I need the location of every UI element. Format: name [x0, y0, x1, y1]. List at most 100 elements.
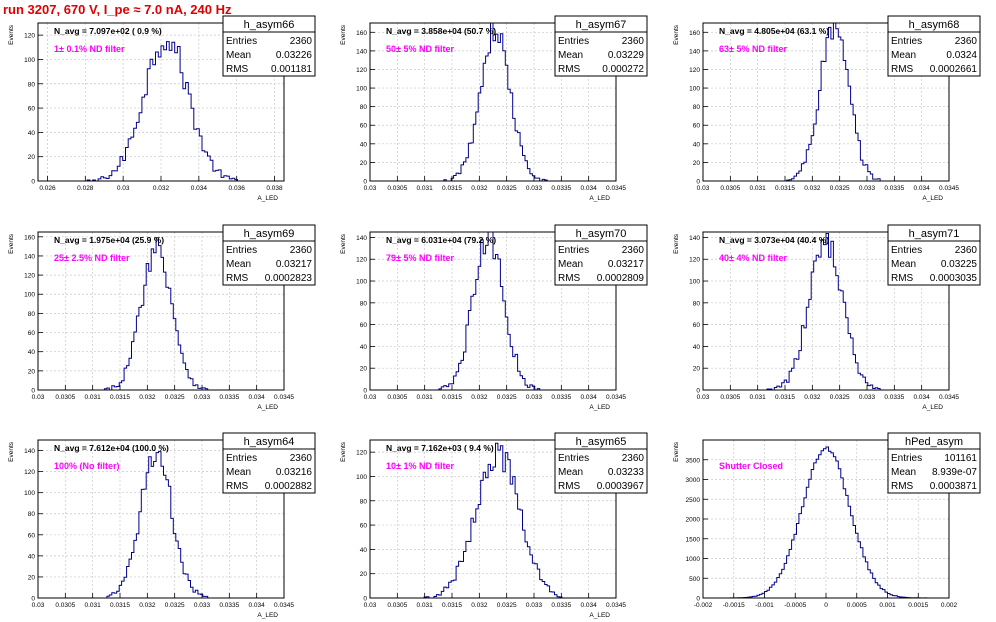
y-axis-title: Events — [340, 441, 347, 462]
y-tick-label: 3000 — [686, 477, 701, 484]
y-tick-label: 100 — [24, 57, 35, 64]
stats-label: Entries — [891, 245, 922, 256]
x-tick-label: 0.033 — [526, 394, 543, 401]
x-tick-label: 0.033 — [194, 602, 211, 609]
stats-box — [887, 224, 981, 286]
stats-label: RMS — [558, 273, 581, 284]
x-tick-label: 0.028 — [77, 185, 94, 192]
y-tick-label: 40 — [28, 130, 36, 137]
stats-label: Entries — [558, 453, 589, 464]
x-tick-label: 0.0315 — [110, 394, 130, 401]
y-tick-label: 60 — [360, 322, 368, 329]
x-tick-label: 0.034 — [581, 394, 598, 401]
x-tick-label: 0.032 — [804, 394, 821, 401]
stats-hist-name: hPed_asym — [905, 436, 963, 448]
y-tick-label: 40 — [360, 344, 368, 351]
histogram-panel-hPed_asym: -0.002 -0.0015 -0.001 -0.0005 0 0.0005 0.001 0.… — [673, 432, 981, 609]
stats-value: 0.0003871 — [930, 481, 978, 492]
stats-value: 0.03216 — [276, 467, 313, 478]
y-tick-label: 60 — [360, 523, 368, 530]
x-tick-label: 0.0345 — [606, 394, 626, 401]
x-tick-label: 0.034 — [191, 185, 208, 192]
x-tick-label: 0.0315 — [110, 602, 130, 609]
plot-frame — [37, 231, 285, 391]
x-tick-label: 0.03 — [32, 602, 45, 609]
stats-hist-name: h_asym66 — [244, 19, 295, 31]
x-tick-label: 0.034 — [914, 185, 931, 192]
stats-label: RMS — [891, 273, 914, 284]
y-tick-label: 140 — [689, 48, 700, 55]
y-tick-label: 80 — [28, 511, 36, 518]
navg-annotation: N_avg = 7.162e+03 ( 9.4 %) — [386, 443, 494, 453]
stats-box — [222, 15, 316, 77]
y-tick-label: 40 — [693, 141, 701, 148]
x-tick-label: 0.0335 — [884, 185, 904, 192]
x-axis-title: A_LED — [589, 195, 610, 202]
y-tick-label: 60 — [693, 123, 701, 130]
y-tick-label: 0 — [31, 179, 35, 186]
x-axis-title: A_LED — [257, 404, 278, 411]
y-tick-label: 80 — [693, 300, 701, 307]
y-tick-label: 40 — [693, 344, 701, 351]
stats-hist-name: h_asym64 — [244, 436, 295, 448]
y-axis-title: Events — [340, 233, 347, 254]
y-tick-label: 100 — [689, 86, 700, 93]
x-axis-title: A_LED — [922, 404, 943, 411]
y-tick-label: 100 — [24, 292, 35, 299]
stats-box — [554, 432, 648, 494]
stats-hist-name: h_asym68 — [909, 19, 960, 31]
y-tick-label: 2500 — [686, 497, 701, 504]
y-tick-label: 120 — [24, 33, 35, 40]
x-tick-label: 0.03 — [364, 394, 377, 401]
y-tick-label: 20 — [693, 160, 701, 167]
stats-value: 0.001181 — [271, 64, 312, 75]
stats-value: 101161 — [944, 453, 977, 464]
stats-value: 0.0002661 — [930, 64, 978, 75]
stats-box — [887, 15, 981, 77]
x-tick-label: 0.032 — [804, 185, 821, 192]
stats-hist-name: h_asym69 — [244, 228, 295, 240]
stats-value: 8.939e-07 — [932, 467, 977, 478]
stats-label: Mean — [558, 259, 583, 270]
y-tick-label: 80 — [360, 104, 368, 111]
x-tick-label: 0.03 — [117, 185, 130, 192]
stats-value: 0.0002809 — [597, 273, 645, 284]
x-tick-label: 0.034 — [249, 394, 266, 401]
y-tick-label: 500 — [689, 576, 700, 583]
x-tick-label: 0.038 — [266, 185, 283, 192]
y-tick-label: 80 — [28, 311, 36, 318]
x-tick-label: 0.0305 — [55, 394, 75, 401]
y-tick-label: 20 — [360, 366, 368, 373]
histogram-panel-h_asym64: 0.03 0.0305 0.031 0.0315 0.032 0.0325 0.033 0.0… — [8, 432, 316, 619]
y-tick-label: 140 — [24, 448, 35, 455]
stats-label: Mean — [891, 50, 916, 61]
stats-label: Mean — [226, 467, 251, 478]
x-tick-label: 0.0305 — [720, 185, 740, 192]
x-tick-label: 0.0015 — [908, 602, 928, 609]
stats-label: RMS — [558, 64, 581, 75]
y-axis-title: Events — [8, 233, 15, 254]
x-tick-label: 0.03 — [697, 185, 710, 192]
stats-value: 0.03217 — [608, 259, 645, 270]
stats-label: Entries — [891, 36, 922, 47]
stats-box — [887, 432, 981, 494]
x-tick-label: 0.0345 — [939, 394, 959, 401]
stats-value: 0.03233 — [608, 467, 645, 478]
x-tick-label: 0.034 — [249, 602, 266, 609]
y-tick-label: 120 — [356, 450, 367, 457]
stats-value: 0.0003035 — [930, 273, 978, 284]
stats-value: 0.0002882 — [265, 481, 313, 492]
stats-value: 0.03229 — [608, 50, 645, 61]
stats-value: 0.0324 — [946, 50, 977, 61]
x-tick-label: 0.031 — [85, 602, 102, 609]
y-tick-label: 60 — [360, 123, 368, 130]
navg-annotation: N_avg = 7.097e+02 ( 0.9 %) — [54, 26, 162, 36]
x-tick-label: 0.0325 — [497, 394, 517, 401]
y-tick-label: 140 — [356, 235, 367, 242]
stats-box — [554, 224, 648, 286]
y-tick-label: 80 — [360, 300, 368, 307]
y-tick-label: 0 — [696, 388, 700, 395]
histogram-panel-h_asym68: 0.03 0.0305 0.031 0.0315 0.032 0.0325 0.033 0.0… — [673, 15, 981, 202]
stats-hist-name: h_asym65 — [576, 436, 627, 448]
x-tick-label: 0.032 — [139, 602, 156, 609]
